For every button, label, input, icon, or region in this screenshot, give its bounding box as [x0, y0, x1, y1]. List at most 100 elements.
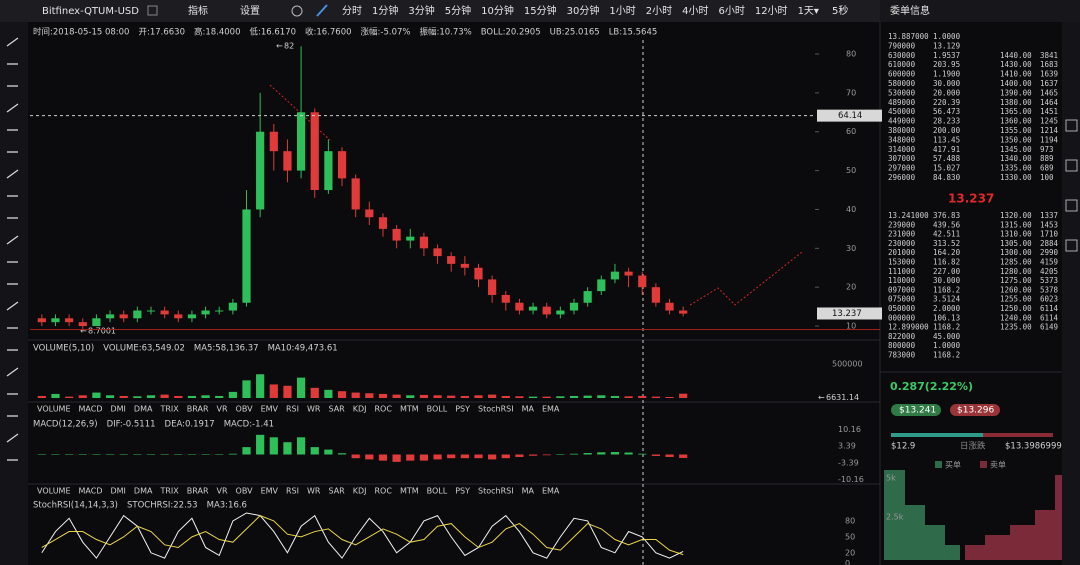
interval-button[interactable]: 6小时 [718, 5, 744, 17]
order-cell: 56.473 [933, 107, 960, 116]
indicator-tab[interactable]: MA [522, 487, 535, 496]
volume-bar [92, 392, 101, 398]
side-icon[interactable] [1065, 199, 1078, 212]
candle-body [337, 151, 347, 179]
indicator-tab[interactable]: PSY [455, 487, 470, 496]
candle-body [37, 318, 46, 323]
tool-icon[interactable] [6, 301, 19, 311]
symbol[interactable]: Bitfinex-QTUM-USD [42, 6, 139, 17]
macd-bar [528, 454, 538, 456]
macd-bar [133, 454, 142, 455]
indicator-tab[interactable]: BRAR [187, 405, 209, 414]
settings-button[interactable]: 设置 [240, 5, 260, 17]
tool-icon[interactable] [6, 37, 19, 47]
interval-button[interactable]: 30分钟 [567, 4, 600, 17]
stoch-legend: STOCHRSI:22.53 [127, 501, 198, 511]
indicator-tab[interactable]: OBV [236, 405, 254, 414]
indicator-tab[interactable]: StochRSI [478, 405, 514, 414]
indicator-tab[interactable]: MTM [400, 405, 419, 414]
interval-button[interactable]: 4小时 [682, 5, 708, 17]
order-cell: 1360.00 [1000, 117, 1032, 126]
order-cell: 230000 [888, 239, 916, 248]
candle-body [447, 256, 456, 264]
tool-icon[interactable] [6, 235, 19, 245]
macd-bar [337, 453, 347, 455]
order-cell: 1430.00 [1000, 60, 1032, 69]
indicator-tab[interactable]: MA [522, 405, 535, 414]
interval-button[interactable]: 3分钟 [408, 4, 434, 17]
indicator-tab[interactable]: EMV [261, 487, 279, 496]
macd-bar [365, 454, 374, 460]
indicator-tab[interactable]: TRIX [159, 487, 179, 496]
indicator-tab[interactable]: OBV [236, 487, 254, 496]
macd-bar [542, 454, 551, 456]
candle-body [297, 112, 306, 171]
indicator-tab[interactable]: VR [217, 487, 228, 496]
interval-button[interactable]: 10分钟 [481, 4, 514, 17]
indicator-tab[interactable]: EMA [542, 487, 560, 496]
interval-button[interactable]: 1天▾ [798, 6, 819, 17]
indicator-tab[interactable]: TRIX [159, 405, 179, 414]
refresh-button[interactable]: 5秒 [832, 4, 848, 17]
y-tick-label: 50 [845, 532, 855, 541]
indicator-tab[interactable]: SAR [328, 487, 345, 496]
order-cell: 200.00 [933, 126, 961, 135]
indicator-tab[interactable]: RSI [286, 405, 299, 414]
interval-button[interactable]: 分时 [342, 5, 362, 17]
tool-icon[interactable] [6, 169, 19, 179]
indicator-tab[interactable]: BOLL [427, 405, 448, 414]
indicator-tab[interactable]: VR [217, 405, 228, 414]
indicator-tab[interactable]: WR [307, 487, 321, 496]
candle-body [133, 310, 142, 319]
indicator-tab[interactable]: PSY [455, 405, 470, 414]
volume-bar [515, 396, 524, 398]
indicator-button[interactable]: 指标 [188, 4, 208, 17]
side-icon[interactable] [1065, 119, 1078, 132]
tool-icon[interactable] [6, 103, 19, 113]
indicator-tab[interactable]: BRAR [187, 487, 209, 496]
volume-bar [556, 396, 565, 398]
y-tick-label: 50 [846, 166, 856, 175]
indicator-tab[interactable]: MACD [79, 487, 103, 496]
indicator-tab[interactable]: DMA [134, 405, 153, 414]
indicator-tab[interactable]: StochRSI [478, 487, 514, 496]
indicator-tab[interactable]: DMA [134, 487, 153, 496]
indicator-tab[interactable]: DMI [110, 405, 125, 414]
candle-body [433, 248, 442, 257]
macd-bar [105, 454, 115, 455]
indicator-tab[interactable]: BOLL [427, 487, 448, 496]
indicator-tab[interactable]: WR [307, 405, 321, 414]
indicator-tab[interactable]: SAR [328, 405, 345, 414]
indicator-tab[interactable]: MACD [79, 405, 103, 414]
interval-button[interactable]: 1分钟 [372, 4, 398, 17]
indicator-tab[interactable]: EMA [542, 405, 560, 414]
indicator-tab[interactable]: VOLUME [37, 487, 71, 496]
interval-button[interactable]: 12小时 [755, 5, 788, 17]
order-cell: 6149 [1040, 323, 1058, 332]
indicator-tab[interactable]: VOLUME [37, 405, 71, 414]
indicator-tab[interactable]: MTM [400, 487, 419, 496]
icon[interactable] [147, 5, 158, 16]
side-icon[interactable] [1065, 159, 1078, 172]
ask-pill[interactable] [950, 404, 1000, 416]
interval-button[interactable]: 1小时 [609, 5, 635, 17]
gear-icon[interactable] [291, 5, 303, 17]
side-icon[interactable] [1065, 239, 1078, 252]
indicator-tab[interactable]: EMV [261, 405, 279, 414]
indicator-tab[interactable]: KDJ [353, 487, 367, 496]
indicator-tab[interactable]: ROC [375, 405, 393, 414]
indicator-tab[interactable]: DMI [110, 487, 125, 496]
range-bar [983, 433, 1053, 437]
order-cell: 1300.00 [1000, 248, 1032, 257]
indicator-tab[interactable]: KDJ [353, 405, 367, 414]
indicator-tab[interactable]: ROC [375, 487, 393, 496]
bid-pill[interactable] [891, 404, 941, 416]
interval-button[interactable]: 5分钟 [445, 4, 471, 17]
indicator-tab[interactable]: RSI [286, 487, 299, 496]
tool-icon[interactable] [6, 433, 19, 443]
order-cell: 449000 [888, 117, 916, 126]
pencil-icon[interactable] [316, 4, 328, 17]
interval-button[interactable]: 15分钟 [524, 4, 557, 17]
tool-icon[interactable] [6, 367, 19, 377]
interval-button[interactable]: 2小时 [646, 5, 672, 17]
